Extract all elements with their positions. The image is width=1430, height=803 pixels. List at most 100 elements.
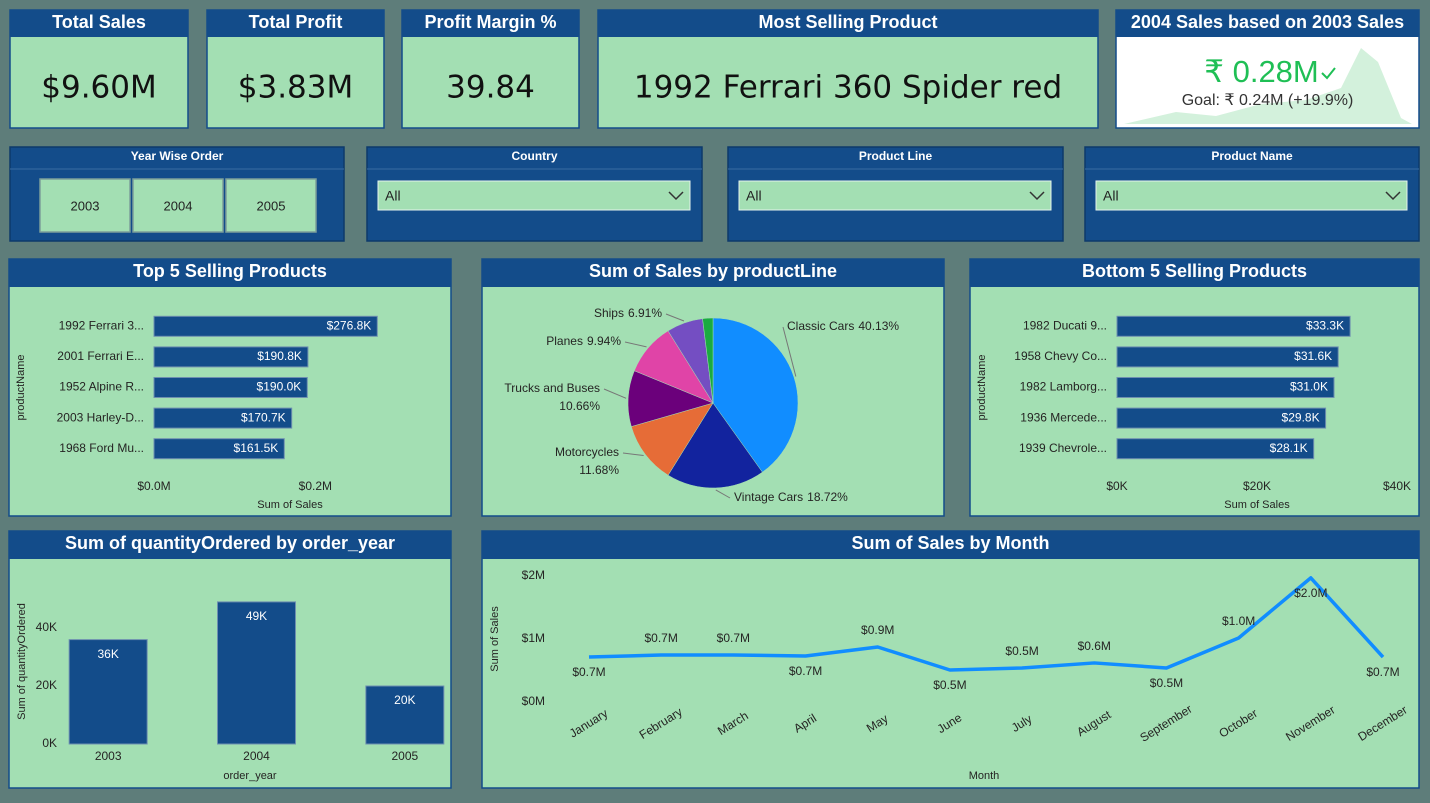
chart-panel	[481, 530, 1420, 789]
bar	[153, 377, 308, 398]
kpi-value: ₹ 0.28M	[1204, 54, 1319, 89]
pie-label-category: Trucks and Buses	[504, 381, 600, 395]
pie-label-category: Motorcycles	[555, 445, 619, 459]
data-label: $190.8K	[257, 349, 302, 363]
y-tick-label: 20K	[36, 678, 57, 692]
y-axis-title: productName	[976, 354, 988, 420]
y-tick-label: 1939 Chevrole...	[1019, 441, 1107, 455]
x-tick-label: $0.2M	[299, 479, 332, 493]
line	[588, 576, 1385, 672]
dropdown-chevron[interactable]	[1029, 191, 1045, 201]
pie-label-value: 18.72%	[807, 490, 848, 504]
data-label: $31.6K	[1294, 349, 1332, 363]
y-tick-label: $1M	[522, 631, 545, 645]
slicer-title: Year Wise Order	[131, 149, 224, 163]
slicer-button[interactable]	[225, 178, 317, 233]
pie-label-value: 10.66%	[559, 399, 600, 413]
pie-label: Classic Cars 40.13%	[787, 319, 899, 333]
dropdown[interactable]	[738, 180, 1052, 211]
x-tick-label: $20K	[1243, 479, 1271, 493]
data-label: 49K	[246, 609, 267, 623]
leader-line	[622, 452, 644, 456]
bar	[68, 639, 148, 745]
dropdown[interactable]	[377, 180, 691, 211]
slicer-button-label[interactable]: 2005	[257, 198, 286, 213]
x-tick-label: 2004	[243, 749, 270, 763]
y-tick-label: 1982 Ducati 9...	[1023, 318, 1107, 332]
data-label: $33.3K	[1306, 318, 1344, 332]
bar	[153, 438, 285, 460]
x-axis-title: Sum of Sales	[1224, 499, 1290, 511]
slicer-button[interactable]	[132, 178, 224, 233]
pie-label-value: 40.13%	[858, 319, 899, 333]
y-tick-label: 1968 Ford Mu...	[59, 441, 144, 455]
bar	[217, 601, 296, 745]
pie-label-value: 11.68%	[579, 463, 619, 477]
bar	[365, 685, 445, 745]
data-label: $2.0M	[1294, 586, 1327, 600]
y-axis-title: Sum of Sales	[489, 606, 501, 672]
data-label: $0.6M	[1078, 639, 1111, 653]
bar	[1116, 315, 1351, 337]
slicer-title: Country	[512, 149, 558, 163]
chart-header	[482, 531, 1419, 559]
slicer-button-label[interactable]: 2004	[164, 198, 193, 213]
y-tick-label: 1992 Ferrari 3...	[59, 318, 144, 332]
data-label: $29.8K	[1282, 410, 1320, 424]
pie-label-category: Classic Cars	[787, 319, 854, 333]
card-title: 2004 Sales based on 2003 Sales	[1131, 12, 1404, 32]
y-axis-title: productName	[15, 354, 27, 420]
data-label: $276.8K	[327, 318, 372, 332]
bar	[1116, 346, 1339, 368]
y-tick-label: $2M	[522, 568, 545, 582]
x-axis-title: Month	[969, 770, 1000, 782]
data-label: $0.5M	[1150, 676, 1183, 690]
dropdown-value[interactable]: All	[385, 188, 401, 204]
dropdown-chevron[interactable]	[668, 191, 684, 201]
kpi-value: 1992 Ferrari 360 Spider red	[634, 70, 1062, 106]
kpi-value: $9.60M	[41, 70, 157, 106]
pie-slice	[667, 402, 763, 489]
pie-label: Ships 6.91%	[594, 306, 662, 320]
bar	[1116, 438, 1315, 460]
data-label: $0.7M	[717, 631, 750, 645]
slicer-button-label[interactable]: 2003	[71, 198, 100, 213]
pie-label-value: 6.91%	[628, 306, 662, 320]
leader-line	[603, 388, 627, 399]
slicer-title: Product Name	[1211, 149, 1293, 163]
y-tick-label: 2001 Ferrari E...	[57, 349, 144, 363]
data-label: $0.5M	[1005, 644, 1038, 658]
y-tick-label: 0K	[42, 736, 57, 750]
chart-title: Sum of Sales by productLine	[589, 261, 837, 281]
y-tick-label: 2003 Harley-D...	[57, 410, 144, 424]
data-label: $0.5M	[933, 678, 966, 692]
data-label: $0.7M	[789, 664, 822, 678]
data-label: $31.0K	[1290, 380, 1328, 394]
pie-slice	[631, 402, 714, 476]
card-header	[10, 10, 188, 37]
dropdown-value[interactable]: All	[1103, 188, 1119, 204]
data-label: $161.5K	[234, 441, 279, 455]
card-header	[598, 10, 1098, 37]
data-label: $28.1K	[1270, 441, 1308, 455]
dropdown[interactable]	[1095, 180, 1408, 211]
chart-title: Sum of quantityOrdered by order_year	[65, 533, 395, 553]
dropdown-chevron[interactable]	[1385, 191, 1401, 201]
pie-slice	[702, 317, 714, 404]
x-axis-title: Sum of Sales	[257, 499, 323, 511]
leader-line	[782, 326, 797, 377]
kpi-value: 39.84	[446, 70, 535, 106]
y-tick-label: 1982 Lamborg...	[1020, 380, 1107, 394]
card-title: Most Selling Product	[758, 12, 937, 32]
y-tick-label: $0M	[522, 694, 545, 708]
dropdown-value[interactable]: All	[746, 188, 762, 204]
x-tick-label: 2005	[391, 749, 418, 763]
chart-header	[9, 531, 451, 559]
x-tick-label: $40K	[1383, 479, 1411, 493]
x-axis-title: order_year	[223, 770, 277, 782]
card-header	[207, 10, 384, 37]
slicer-button[interactable]	[39, 178, 131, 233]
y-tick-label: 1958 Chevy Co...	[1014, 349, 1107, 363]
